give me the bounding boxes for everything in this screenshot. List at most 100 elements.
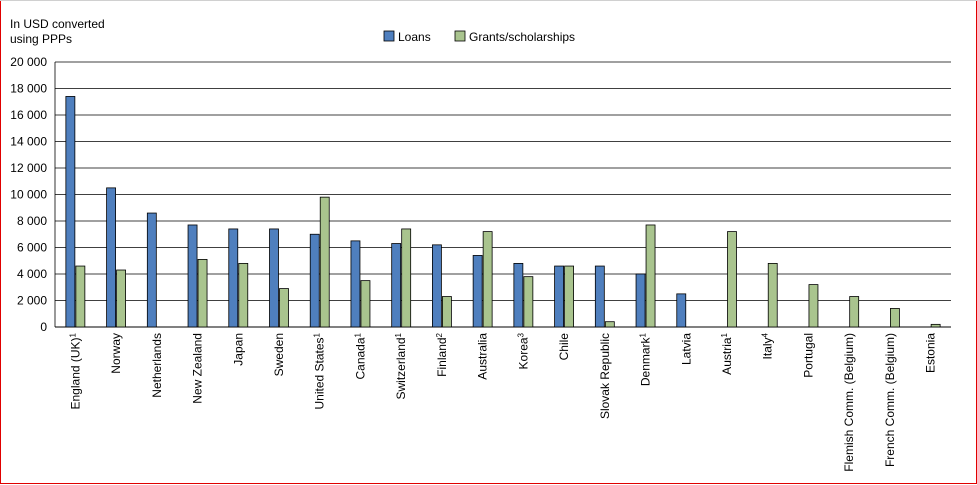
bar-grants-19 bbox=[849, 296, 860, 328]
y-axis-title: In USD converted using PPPs bbox=[10, 17, 105, 46]
x-tick-label-name: Portugal bbox=[801, 333, 815, 378]
x-tick-label-name: New Zealand bbox=[191, 333, 205, 404]
bar-grants-18 bbox=[808, 284, 819, 328]
x-tick-label: Flemish Comm. (Belgium) bbox=[842, 333, 856, 472]
bar-loans-12 bbox=[554, 265, 564, 328]
x-tick-label: United States1 bbox=[313, 332, 327, 409]
bar-grants-14 bbox=[645, 224, 656, 328]
x-tick-label-name: French Comm. (Belgium) bbox=[883, 333, 897, 467]
x-tick-label-name: United States bbox=[313, 337, 327, 409]
x-tick-label: England (UK)1 bbox=[68, 332, 82, 409]
bar-grants-3 bbox=[197, 259, 208, 328]
legend-swatch-loans bbox=[383, 30, 395, 42]
x-tick-label: Italy4 bbox=[761, 332, 775, 359]
bar-loans-8 bbox=[391, 243, 402, 328]
x-tick-label-name: Austria bbox=[720, 337, 734, 375]
x-tick-label-name: Netherlands bbox=[150, 333, 164, 398]
bar-grants-10 bbox=[482, 231, 493, 328]
bar-grants-4 bbox=[238, 262, 249, 328]
y-axis-title-line-2: using PPPs bbox=[10, 32, 72, 46]
bar-loans-5 bbox=[269, 228, 279, 328]
bar-grants-7 bbox=[360, 280, 371, 328]
y-tick-label: 10 000 bbox=[10, 188, 47, 202]
x-tick-label-name: Finland bbox=[435, 337, 449, 376]
bar-grants-6 bbox=[319, 196, 330, 328]
x-tick-label: Australia bbox=[476, 333, 490, 380]
bar-loans-14 bbox=[635, 273, 646, 328]
x-tick-label-name: Estonia bbox=[924, 333, 938, 373]
y-axis-title-line-1: In USD converted bbox=[10, 17, 105, 31]
bar-loans-3 bbox=[187, 224, 198, 328]
bar-loans-2 bbox=[146, 212, 157, 328]
y-tick-label: 4 000 bbox=[17, 267, 47, 281]
x-tick-label-name: Canada bbox=[353, 337, 367, 379]
bar-grants-1 bbox=[116, 269, 126, 328]
x-tick-label: Switzerland1 bbox=[394, 332, 408, 399]
bar-grants-13 bbox=[604, 321, 615, 328]
bar-loans-6 bbox=[309, 233, 320, 328]
bar-loans-15 bbox=[676, 293, 687, 328]
x-tick-label: New Zealand bbox=[191, 333, 205, 404]
x-tick-label: Netherlands bbox=[150, 333, 164, 398]
y-tick-label: 6 000 bbox=[17, 241, 47, 255]
x-tick-label-sup: 1 bbox=[68, 332, 77, 337]
x-axis-labels: England (UK)1 Norway Netherlands New Zealan… bbox=[68, 332, 937, 471]
y-axis-ticks: 0 2 000 4 000 6 000 8 000 10 000 12 000 14 000 1… bbox=[10, 55, 47, 334]
bar-grants-9 bbox=[442, 296, 452, 328]
bars bbox=[65, 96, 941, 328]
x-tick-label: Estonia bbox=[924, 333, 938, 373]
x-tick-label: Slovak Republic bbox=[598, 333, 612, 419]
x-tick-label-name: Japan bbox=[231, 333, 245, 366]
x-tick-label-name: Latvia bbox=[679, 333, 693, 365]
bar-grants-8 bbox=[401, 228, 412, 328]
bar-loans-0 bbox=[65, 96, 76, 328]
x-tick-label-name: Korea bbox=[516, 337, 530, 369]
x-tick-label-sup: 1 bbox=[720, 332, 729, 337]
legend-label-loans: Loans bbox=[398, 30, 431, 44]
x-tick-label: Canada1 bbox=[353, 332, 367, 379]
x-tick-label: Sweden bbox=[272, 333, 286, 376]
x-tick-label: French Comm. (Belgium) bbox=[883, 333, 897, 467]
y-tick-label: 2 000 bbox=[17, 294, 47, 308]
top-divider bbox=[0, 0, 977, 5]
x-tick-label-sup: 4 bbox=[761, 332, 770, 337]
x-tick-label-name: England (UK) bbox=[68, 337, 82, 409]
bar-grants-12 bbox=[564, 265, 574, 328]
bar-loans-9 bbox=[432, 244, 442, 328]
x-tick-label: Denmark1 bbox=[639, 332, 653, 386]
y-tick-label: 8 000 bbox=[17, 214, 47, 228]
x-tick-label-name: Norway bbox=[109, 333, 123, 374]
x-tick-label: Chile bbox=[557, 333, 571, 361]
bar-grants-16 bbox=[727, 231, 737, 328]
x-tick-label-sup: 1 bbox=[639, 332, 648, 337]
bar-grants-0 bbox=[75, 265, 86, 328]
x-tick-label-sup: 1 bbox=[313, 332, 322, 337]
x-tick-label-name: Denmark bbox=[639, 336, 653, 386]
bar-loans-13 bbox=[594, 265, 605, 328]
y-tick-label: 14 000 bbox=[10, 135, 47, 149]
x-tick-label-sup: 1 bbox=[394, 332, 403, 337]
x-tick-label-name: Slovak Republic bbox=[598, 333, 612, 419]
y-tick-label: 0 bbox=[40, 320, 47, 334]
x-tick-label-sup: 2 bbox=[435, 332, 444, 337]
bar-grants-20 bbox=[890, 308, 900, 328]
x-tick-label: Norway bbox=[109, 333, 123, 374]
y-tick-label: 12 000 bbox=[10, 161, 47, 175]
x-tick-label: Korea3 bbox=[516, 332, 530, 369]
x-tick-label: Japan bbox=[231, 333, 245, 366]
y-tick-label: 16 000 bbox=[10, 108, 47, 122]
x-tick-label: Finland2 bbox=[435, 332, 449, 376]
x-tick-label-sup: 3 bbox=[516, 332, 525, 337]
bar-grants-21 bbox=[930, 323, 941, 328]
legend: Loans Grants/scholarships bbox=[383, 30, 575, 44]
legend-swatch-grants bbox=[454, 30, 466, 42]
x-tick-label-name: Switzerland bbox=[394, 337, 408, 399]
x-tick-label-name: Australia bbox=[476, 333, 490, 380]
bar-loans-4 bbox=[228, 228, 239, 328]
bar-grants-11 bbox=[523, 276, 534, 328]
x-tick-label: Portugal bbox=[801, 333, 815, 378]
bar-loans-10 bbox=[472, 255, 483, 328]
y-tick-label: 20 000 bbox=[10, 55, 47, 69]
bar-grants-17 bbox=[767, 262, 778, 328]
